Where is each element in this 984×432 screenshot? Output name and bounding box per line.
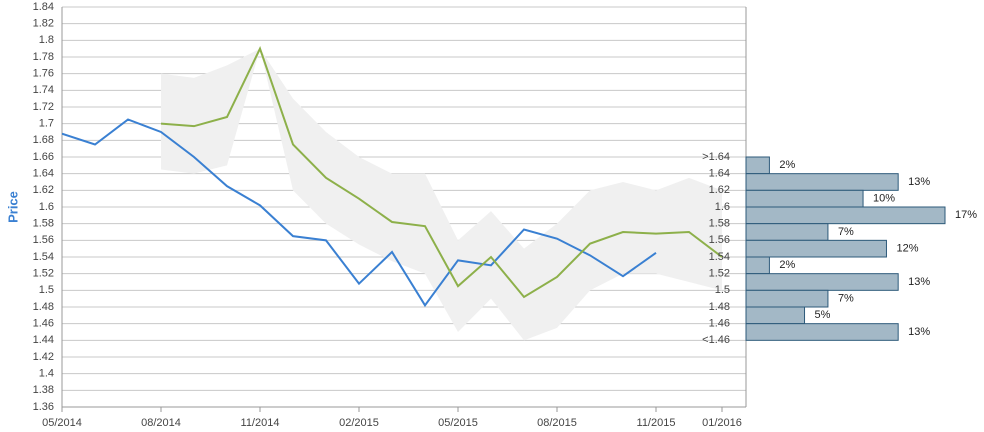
y-tick-label: 1.64 — [33, 168, 54, 180]
bin-label: 1.54 — [709, 251, 730, 263]
hist-bar — [745, 189, 864, 208]
x-tick-label: 01/2016 — [702, 417, 742, 429]
y-tick-label: 1.48 — [33, 301, 54, 313]
hist-bar — [745, 156, 770, 175]
hist-label: 7% — [838, 226, 854, 238]
bin-label: 1.64 — [709, 168, 730, 180]
hist-label: 2% — [779, 159, 795, 171]
x-tick-label: 02/2015 — [339, 417, 379, 429]
y-tick-label: 1.62 — [33, 184, 54, 196]
hist-label: 12% — [896, 243, 918, 255]
hist-label: 10% — [873, 193, 895, 205]
bin-label: 1.62 — [709, 184, 730, 196]
hist-label: 2% — [779, 259, 795, 271]
hist-label: 13% — [908, 176, 930, 188]
y-tick-label: 1.5 — [39, 284, 54, 296]
y-tick-label: 1.68 — [33, 134, 54, 146]
y-tick-label: 1.36 — [33, 401, 54, 413]
series-line — [160, 46, 723, 299]
y-tick-label: 1.7 — [39, 118, 54, 130]
y-tick-label: 1.78 — [33, 51, 54, 63]
hist-label: 7% — [838, 293, 854, 305]
bin-label: 1.48 — [709, 301, 730, 313]
y-tick-label: 1.56 — [33, 234, 54, 246]
x-tick-label: 08/2015 — [537, 417, 577, 429]
y-tick-label: 1.4 — [39, 368, 54, 380]
y-tick-label: 1.84 — [33, 1, 54, 13]
hist-label: 13% — [908, 326, 930, 338]
y-tick-label: 1.54 — [33, 251, 54, 263]
forecast-band — [161, 48, 722, 341]
hist-bar — [745, 206, 946, 225]
bin-label: 1.6 — [715, 201, 730, 213]
y-tick-label: 1.58 — [33, 218, 54, 230]
bin-label: 1.52 — [709, 268, 730, 280]
hist-label: 17% — [955, 209, 977, 221]
y-tick-label: 1.52 — [33, 268, 54, 280]
series-line — [62, 118, 657, 308]
x-tick-label: 05/2015 — [438, 417, 478, 429]
hist-label: 5% — [815, 309, 831, 321]
hist-bar — [745, 289, 829, 308]
hist-bar — [745, 173, 899, 191]
y-tick-label: 1.42 — [33, 351, 54, 363]
bin-label: 1.58 — [709, 218, 730, 230]
x-tick-label: 11/2014 — [241, 417, 280, 429]
hist-bar — [745, 323, 899, 341]
bin-label: >1.64 — [702, 151, 730, 163]
hist-bar — [745, 223, 829, 241]
bin-label: 1.46 — [709, 318, 730, 330]
y-axis-label: Price — [5, 191, 20, 223]
hist-bar — [745, 273, 899, 291]
hist-bar — [745, 239, 887, 258]
x-tick-label: 11/2015 — [637, 417, 676, 429]
hist-bar — [745, 306, 806, 325]
y-tick-label: 1.66 — [33, 151, 54, 163]
hist-bar — [745, 256, 770, 275]
y-tick-label: 1.8 — [39, 34, 54, 46]
x-tick-label: 05/2014 — [42, 417, 82, 429]
x-tick-label: 08/2014 — [141, 417, 181, 429]
y-tick-label: 1.38 — [33, 384, 54, 396]
bin-label: 1.56 — [709, 234, 730, 246]
y-tick-label: 1.44 — [33, 334, 54, 346]
bin-label: 1.5 — [715, 284, 730, 296]
y-tick-label: 1.46 — [33, 318, 54, 330]
y-tick-label: 1.72 — [33, 101, 54, 113]
y-tick-label: 1.6 — [39, 201, 54, 213]
hist-label: 13% — [908, 276, 930, 288]
y-tick-label: 1.74 — [33, 84, 54, 96]
bin-label: <1.46 — [702, 334, 730, 346]
y-tick-label: 1.76 — [33, 68, 54, 80]
y-tick-label: 1.82 — [33, 18, 54, 30]
